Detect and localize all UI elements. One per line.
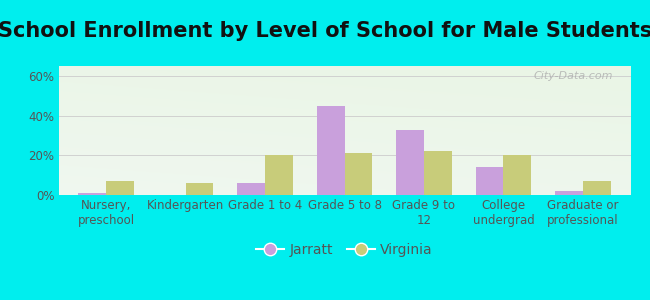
- Bar: [424, 151, 452, 195]
- Bar: [106, 181, 134, 195]
- Bar: [237, 183, 265, 195]
- Bar: [186, 183, 213, 195]
- Bar: [344, 153, 372, 195]
- Bar: [317, 106, 345, 195]
- Text: City-Data.com: City-Data.com: [534, 71, 614, 81]
- Bar: [583, 181, 610, 195]
- Bar: [79, 193, 106, 195]
- Bar: [476, 167, 503, 195]
- Bar: [503, 155, 531, 195]
- Bar: [555, 191, 583, 195]
- Text: School Enrollment by Level of School for Male Students: School Enrollment by Level of School for…: [0, 21, 650, 41]
- Bar: [265, 155, 293, 195]
- Legend: Jarratt, Virginia: Jarratt, Virginia: [251, 238, 438, 263]
- Bar: [396, 130, 424, 195]
